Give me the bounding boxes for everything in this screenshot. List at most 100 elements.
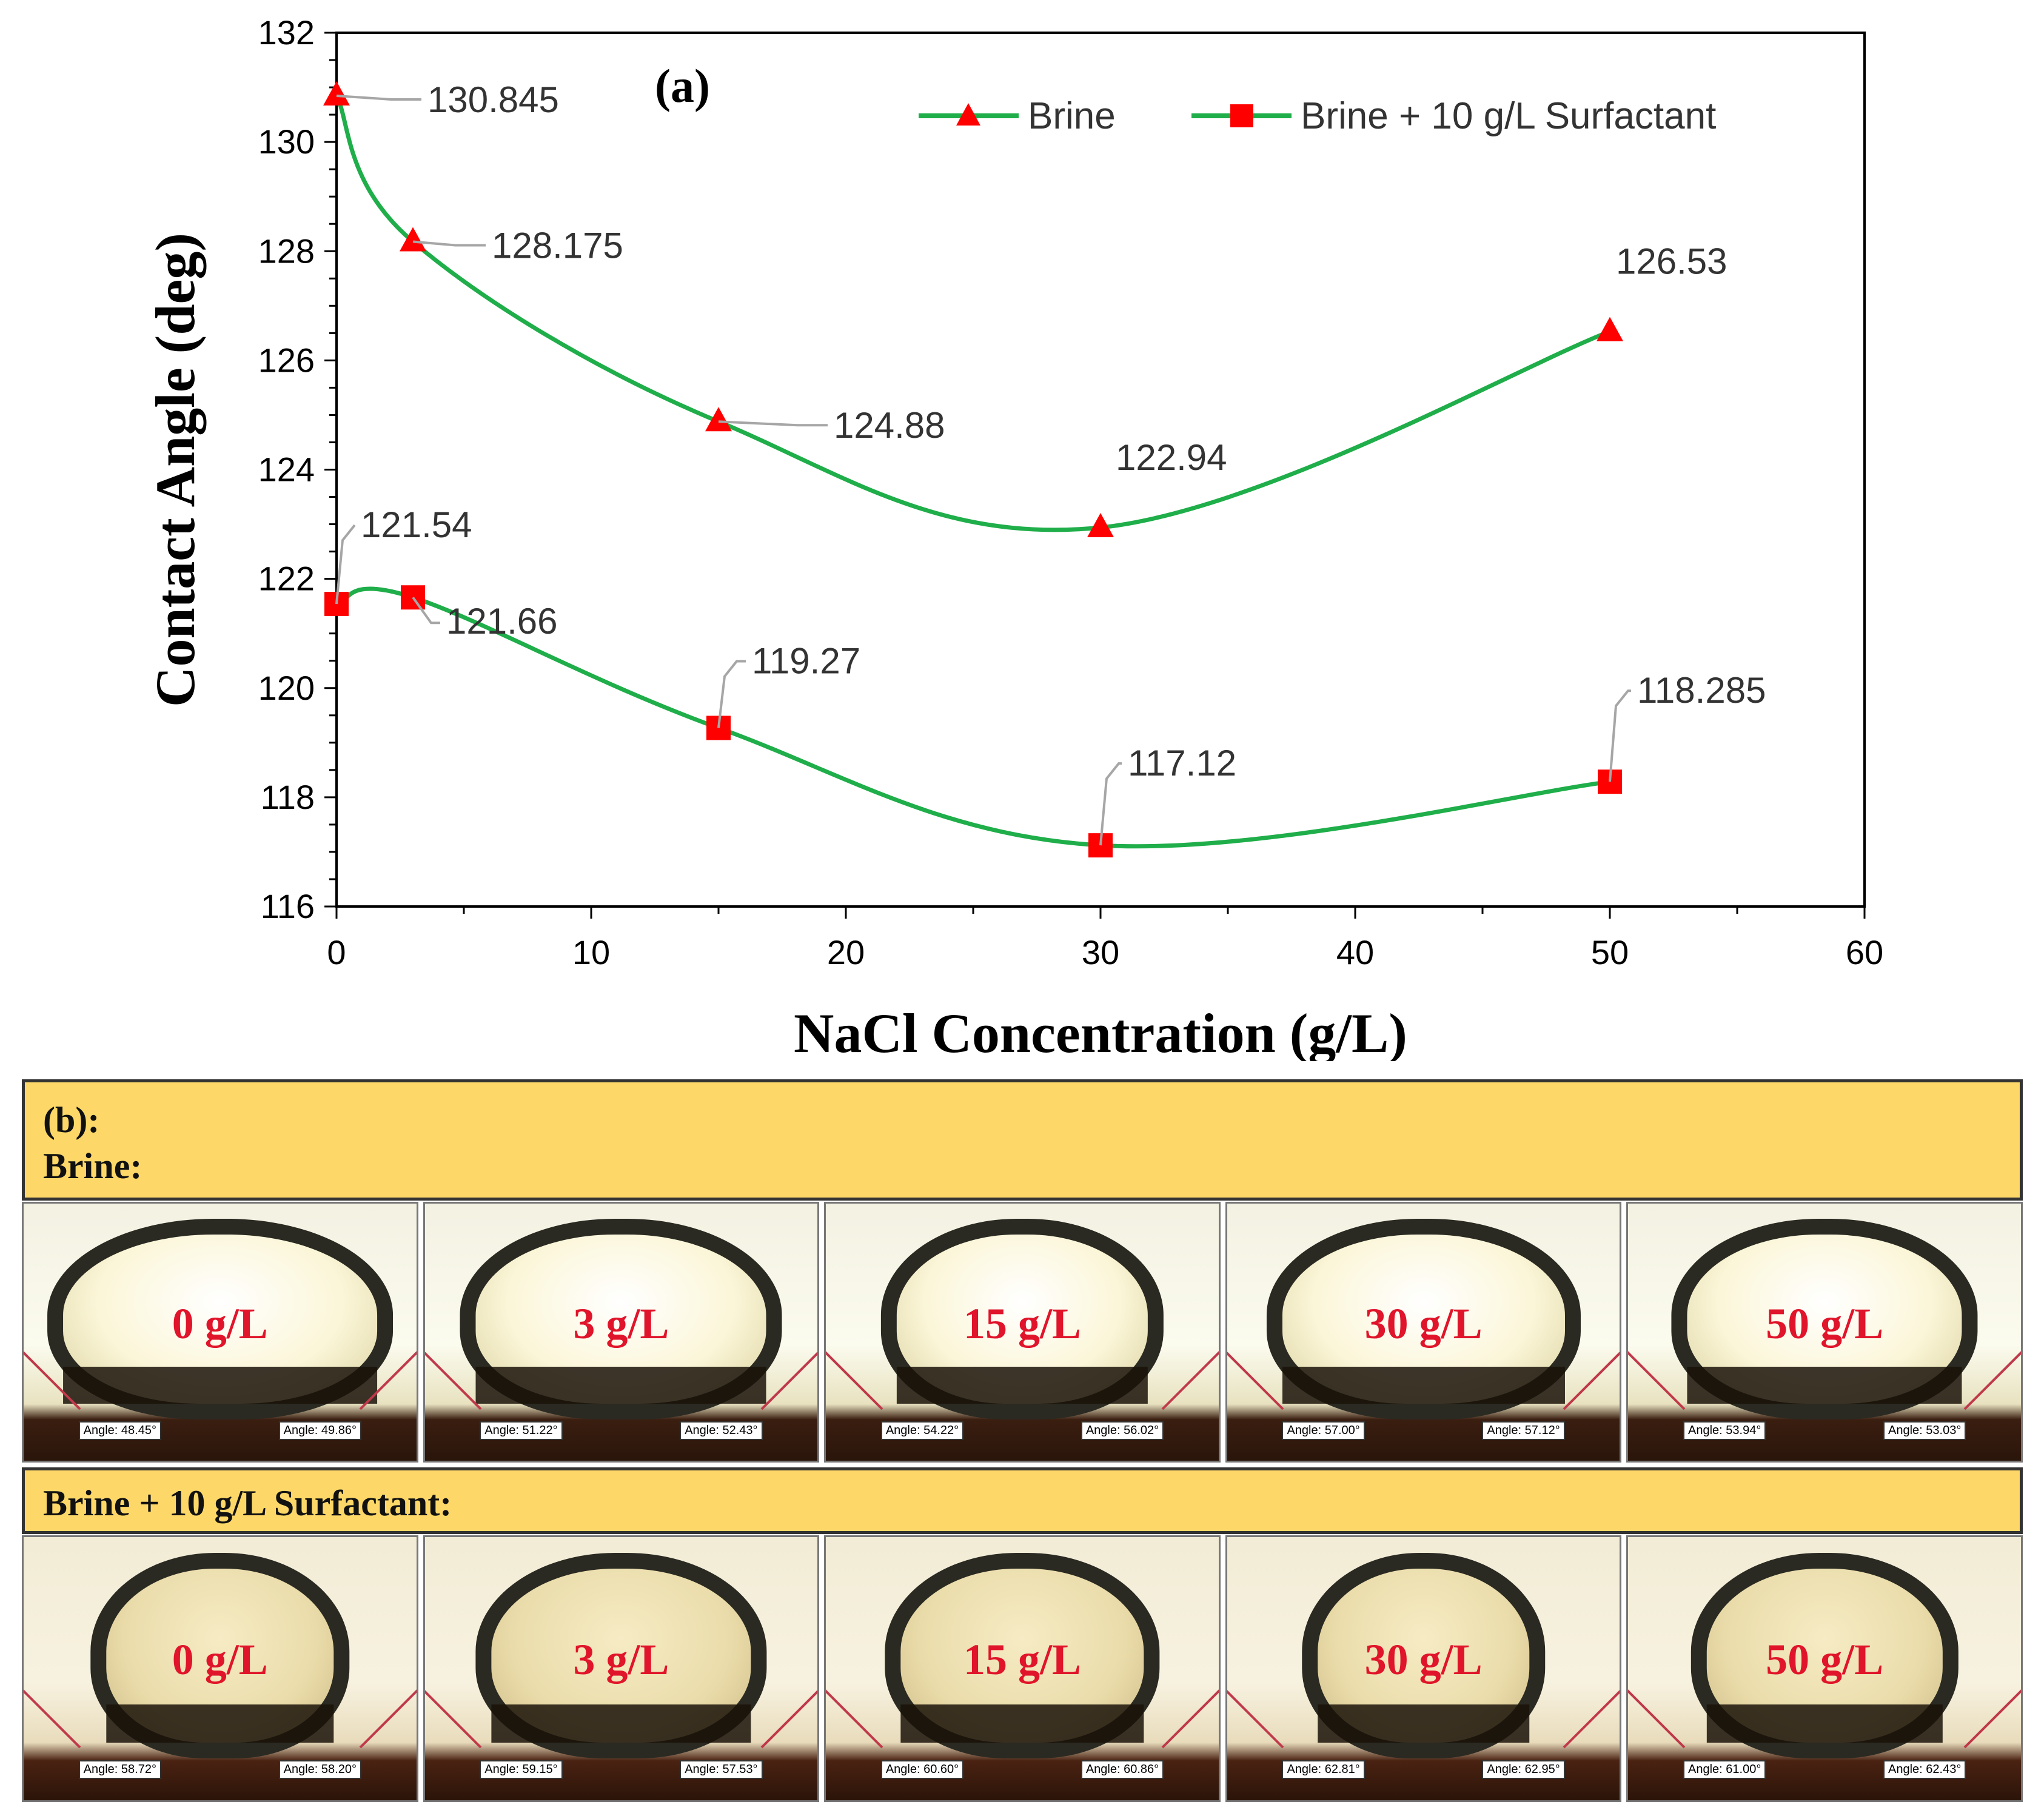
x-tick-label: 60 [1846,933,1883,971]
concentration-label: 50 g/L [1766,1635,1884,1684]
droplet-shadow [475,1366,766,1404]
angle-readout-right: Angle: 52.43° [680,1421,763,1441]
panel-b-label: (b): [43,1100,100,1140]
angle-needle-right [1563,1682,1620,1749]
y-tick-label: 132 [258,13,315,52]
droplet-shadow [1317,1704,1530,1743]
label-leader-line [1609,689,1631,782]
angle-needle-left [826,1682,883,1749]
data-label: 128.175 [492,225,623,266]
angle-readout-left: Angle: 51.22° [480,1421,563,1441]
angle-readout-right: Angle: 62.43° [1883,1760,1966,1780]
brine-photo-row: 0 g/L Angle: 48.45° Angle: 49.86° 3 g/L Angl… [22,1202,2023,1463]
angle-readout-left: Angle: 61.00° [1683,1760,1766,1780]
angle-readout-right: Angle: 57.12° [1482,1421,1565,1441]
droplet-shadow [1282,1366,1565,1404]
y-tick-label: 130 [258,122,315,161]
angle-readout-right: Angle: 57.53° [680,1760,763,1780]
x-tick-label: 20 [827,933,865,971]
angle-readout-left: Angle: 53.94° [1683,1421,1766,1441]
x-axis: 0 10 20 30 40 50 60 [327,906,1883,971]
surfactant-photo-row: 0 g/L Angle: 58.72° Angle: 58.20° 3 g/L Angl… [22,1535,2023,1802]
series-line-brine [334,95,1611,532]
label-leader-line [412,597,440,625]
y-tick-label: 116 [261,887,315,925]
data-label: 121.54 [361,504,472,545]
y-tick-label: 120 [258,669,315,707]
data-labels-layer: 130.845 128.175 124.88 122.94 126.53 121.54 12… [335,79,1766,846]
angle-needle-left [1227,1682,1284,1749]
label-leader-line [412,240,486,247]
legend-marker-brine [956,103,980,126]
x-tick-label: 40 [1336,933,1374,971]
droplet-shadow [1706,1704,1943,1743]
angle-needle-left [23,1682,81,1749]
droplet-photo: 3 g/L Angle: 59.15° Angle: 57.53° [423,1535,820,1802]
data-label: 124.88 [834,405,945,446]
angle-readout-right: Angle: 49.86° [278,1421,361,1441]
angle-readout-left: Angle: 60.60° [880,1760,964,1780]
angle-readout-left: Angle: 59.15° [480,1760,563,1780]
droplet-photo: 0 g/L Angle: 48.45° Angle: 49.86° [22,1202,418,1463]
angle-needle-right [1161,1682,1219,1749]
angle-needle-left [424,1682,482,1749]
droplet-photo: 0 g/L Angle: 58.72° Angle: 58.20° [22,1535,418,1802]
series-layer [323,81,1623,858]
angle-readout-right: Angle: 58.20° [278,1760,361,1780]
label-leader-line [717,660,746,728]
y-tick-label: 124 [258,451,315,489]
concentration-label: 50 g/L [1766,1299,1884,1348]
brine-point [1597,317,1623,341]
legend: Brine Brine + 10 g/L Surfactant [919,95,1716,137]
data-label: 130.845 [427,79,559,120]
angle-readout-left: Angle: 57.00° [1282,1421,1365,1441]
concentration-label: 30 g/L [1364,1299,1483,1348]
angle-readout-left: Angle: 62.81° [1282,1760,1365,1780]
y-tick-label: 122 [258,560,315,598]
angle-readout-left: Angle: 58.72° [78,1760,161,1780]
angle-readout-right: Angle: 60.86° [1081,1760,1164,1780]
concentration-label: 15 g/L [963,1299,1081,1348]
x-tick-label: 10 [572,933,610,971]
brine-point [323,81,350,106]
data-label: 119.27 [752,640,860,681]
droplet-photo: 30 g/L Angle: 57.00° Angle: 57.12° [1225,1202,1622,1463]
droplet-photo: 50 g/L Angle: 53.94° Angle: 53.03° [1626,1202,2023,1463]
y-axis: 116 118 120 122 124 126 128 130 132 [258,13,337,925]
angle-needle-right [1161,1344,1219,1410]
brine-point [400,227,426,252]
label-leader-line [336,95,421,101]
concentration-label: 0 g/L [172,1635,268,1684]
y-axis-title: Contact Angle (deg) [144,233,206,707]
x-tick-label: 50 [1591,933,1629,971]
droplet-photo: 30 g/L Angle: 62.81° Angle: 62.95° [1225,1535,1622,1802]
y-tick-label: 126 [258,341,315,379]
droplet-shadow [491,1704,751,1743]
label-leader-line [1099,762,1122,846]
droplet-photo: 15 g/L Angle: 60.60° Angle: 60.86° [824,1535,1221,1802]
data-label: 121.66 [446,601,558,642]
panel-b-brine-banner: (b): Brine: [22,1079,2023,1201]
legend-marker-surfactant [1230,104,1253,127]
data-label: 117.12 [1128,743,1236,783]
brine-heading: Brine: [43,1146,142,1186]
legend-label-surfactant: Brine + 10 g/L Surfactant [1301,95,1716,137]
contact-angle-chart: 116 118 120 122 124 126 128 130 132 0 10 20 30 40 50 6… [144,13,1883,1061]
angle-readout-right: Angle: 56.02° [1081,1421,1164,1441]
angle-needle-right [760,1682,818,1749]
concentration-label: 30 g/L [1364,1635,1483,1684]
concentration-label: 3 g/L [573,1299,669,1348]
angle-needle-left [826,1344,883,1410]
droplet-shadow [1687,1366,1962,1404]
concentration-label: 3 g/L [573,1635,669,1684]
angle-readout-left: Angle: 48.45° [78,1421,161,1441]
x-tick-label: 0 [327,933,346,971]
data-label: 122.94 [1116,437,1227,478]
angle-readout-right: Angle: 53.03° [1883,1421,1966,1441]
droplet-shadow [106,1704,334,1743]
angle-needle-left [1628,1682,1686,1749]
droplet-photo: 15 g/L Angle: 54.22° Angle: 56.02° [824,1202,1221,1463]
data-label: 118.285 [1637,670,1766,711]
droplet-shadow [62,1366,377,1404]
droplet-shadow [900,1704,1144,1743]
